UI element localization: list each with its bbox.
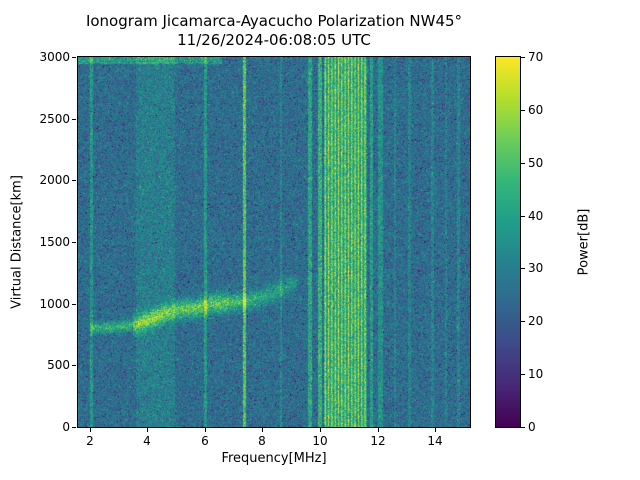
y-tick-label: 2500 — [39, 112, 70, 126]
x-tick-label: 10 — [312, 434, 328, 448]
y-tick-mark — [72, 427, 76, 428]
y-tick-label: 1000 — [39, 297, 70, 311]
colorbar-label: Power[dB] — [576, 208, 592, 276]
x-tick-label: 8 — [258, 434, 266, 448]
x-axis-label: Frequency[MHz] — [221, 451, 327, 466]
colorbar — [495, 56, 521, 428]
y-tick-label: 1500 — [39, 235, 70, 249]
colorbar-tick-mark — [521, 57, 525, 58]
colorbar-tick-label: 40 — [528, 209, 544, 223]
x-tick-mark — [205, 428, 206, 432]
y-tick-label: 0 — [62, 420, 70, 434]
colorbar-tick-mark — [521, 427, 525, 428]
x-tick-label: 6 — [201, 434, 209, 448]
x-tick-label: 4 — [143, 434, 151, 448]
colorbar-tick-label: 10 — [528, 367, 544, 381]
colorbar-tick-mark — [521, 163, 525, 164]
colorbar-tick-label: 70 — [528, 50, 544, 64]
y-tick-mark — [72, 119, 76, 120]
ionogram-heatmap — [77, 56, 471, 428]
x-tick-mark — [320, 428, 321, 432]
x-tick-mark — [378, 428, 379, 432]
y-tick-mark — [72, 242, 76, 243]
colorbar-tick-label: 60 — [528, 103, 544, 117]
x-tick-label: 12 — [370, 434, 386, 448]
colorbar-tick-label: 50 — [528, 156, 544, 170]
colorbar-tick-mark — [521, 321, 525, 322]
x-tick-label: 2 — [86, 434, 94, 448]
x-tick-label: 14 — [427, 434, 443, 448]
chart-subtitle: 11/26/2024-06:08:05 UTC — [177, 31, 371, 49]
y-tick-mark — [72, 57, 76, 58]
x-tick-mark — [435, 428, 436, 432]
y-tick-label: 3000 — [39, 50, 70, 64]
y-tick-mark — [72, 365, 76, 366]
colorbar-tick-mark — [521, 110, 525, 111]
x-tick-mark — [262, 428, 263, 432]
colorbar-tick-mark — [521, 268, 525, 269]
y-tick-label: 2000 — [39, 173, 70, 187]
colorbar-tick-label: 30 — [528, 261, 544, 275]
colorbar-tick-mark — [521, 374, 525, 375]
x-tick-mark — [147, 428, 148, 432]
colorbar-tick-mark — [521, 216, 525, 217]
colorbar-tick-label: 20 — [528, 314, 544, 328]
colorbar-tick-label: 0 — [528, 420, 536, 434]
y-tick-label: 500 — [47, 358, 70, 372]
y-tick-mark — [72, 180, 76, 181]
y-tick-mark — [72, 304, 76, 305]
chart-title: Ionogram Jicamarca-Ayacucho Polarization… — [85, 12, 463, 30]
y-axis-label: Virtual Distance[km] — [9, 175, 25, 309]
x-tick-mark — [90, 428, 91, 432]
